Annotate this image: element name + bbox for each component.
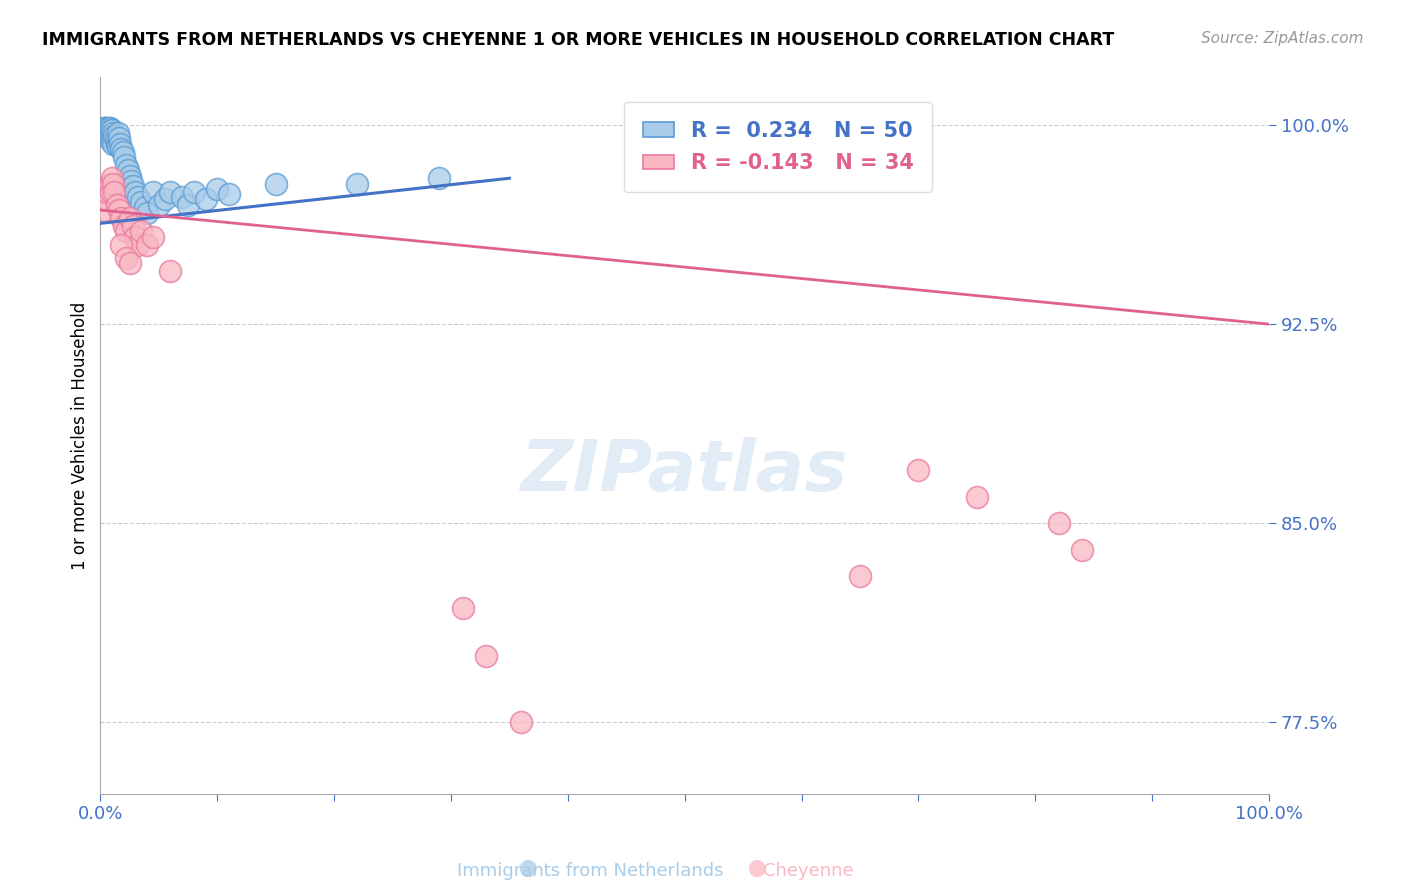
Point: [93, 120, 115, 135]
Point: [115, 158, 138, 172]
Point: [134, 201, 156, 215]
Point: [118, 256, 141, 270]
Point: [127, 190, 149, 204]
Text: Source: ZipAtlas.com: Source: ZipAtlas.com: [1201, 31, 1364, 46]
Point: [205, 182, 228, 196]
Point: [96, 185, 118, 199]
Text: ⬤: ⬤: [747, 859, 766, 877]
Point: [124, 229, 146, 244]
Point: [96, 128, 118, 143]
Point: [101, 123, 124, 137]
Point: [120, 174, 142, 188]
Point: [177, 198, 200, 212]
Point: [96, 126, 118, 140]
Point: [966, 490, 988, 504]
Point: [103, 136, 125, 151]
Point: [194, 193, 217, 207]
Point: [475, 648, 498, 663]
Point: [98, 120, 121, 135]
Y-axis label: 1 or more Vehicles in Household: 1 or more Vehicles in Household: [72, 301, 89, 570]
Point: [110, 211, 132, 225]
Point: [142, 185, 165, 199]
Point: [117, 163, 139, 178]
Point: [115, 224, 138, 238]
Point: [124, 185, 146, 199]
Point: [103, 128, 125, 143]
Point: [148, 198, 170, 212]
Point: [97, 126, 120, 140]
Point: [97, 120, 120, 135]
Point: [118, 211, 141, 225]
Point: [159, 185, 181, 199]
Point: [907, 463, 929, 477]
Point: [136, 205, 159, 219]
Point: [110, 136, 132, 151]
Point: [849, 569, 872, 583]
Point: [107, 126, 129, 140]
Point: [94, 120, 117, 135]
Point: [100, 134, 122, 148]
Text: ⬤: ⬤: [517, 859, 537, 877]
Point: [427, 171, 450, 186]
Point: [104, 131, 127, 145]
Point: [159, 264, 181, 278]
Point: [93, 203, 115, 218]
Point: [103, 185, 125, 199]
Point: [96, 123, 118, 137]
Point: [218, 187, 240, 202]
Point: [108, 203, 131, 218]
Point: [110, 237, 132, 252]
Point: [101, 171, 124, 186]
Point: [98, 128, 121, 143]
Point: [98, 177, 121, 191]
Point: [346, 177, 368, 191]
Point: [153, 193, 176, 207]
Point: [112, 219, 135, 233]
Text: Immigrants from Netherlands: Immigrants from Netherlands: [457, 862, 724, 880]
Point: [103, 126, 125, 140]
Point: [122, 179, 145, 194]
Point: [172, 190, 194, 204]
Point: [129, 195, 152, 210]
Point: [142, 229, 165, 244]
Point: [1071, 542, 1094, 557]
Point: [790, 123, 813, 137]
Text: IMMIGRANTS FROM NETHERLANDS VS CHEYENNE 1 OR MORE VEHICLES IN HOUSEHOLD CORRELAT: IMMIGRANTS FROM NETHERLANDS VS CHEYENNE …: [42, 31, 1115, 49]
Point: [101, 131, 124, 145]
Point: [136, 237, 159, 252]
Point: [451, 601, 474, 615]
Point: [115, 251, 138, 265]
Legend: R =  0.234   N = 50, R = -0.143   N = 34: R = 0.234 N = 50, R = -0.143 N = 34: [624, 103, 932, 192]
Point: [122, 219, 145, 233]
Point: [105, 198, 128, 212]
Point: [96, 120, 118, 135]
Text: Cheyenne: Cheyenne: [763, 862, 853, 880]
Point: [91, 123, 114, 137]
Point: [100, 123, 122, 137]
Point: [108, 131, 131, 145]
Point: [129, 224, 152, 238]
Point: [814, 120, 837, 135]
Point: [103, 177, 125, 191]
Point: [264, 177, 287, 191]
Point: [118, 169, 141, 183]
Point: [111, 145, 134, 159]
Text: ZIPatlas: ZIPatlas: [522, 437, 848, 506]
Point: [96, 193, 118, 207]
Point: [110, 142, 132, 156]
Point: [107, 139, 129, 153]
Point: [510, 714, 533, 729]
Point: [112, 150, 135, 164]
Point: [105, 136, 128, 151]
Point: [127, 237, 149, 252]
Point: [183, 185, 205, 199]
Point: [1047, 516, 1070, 530]
Point: [100, 185, 122, 199]
